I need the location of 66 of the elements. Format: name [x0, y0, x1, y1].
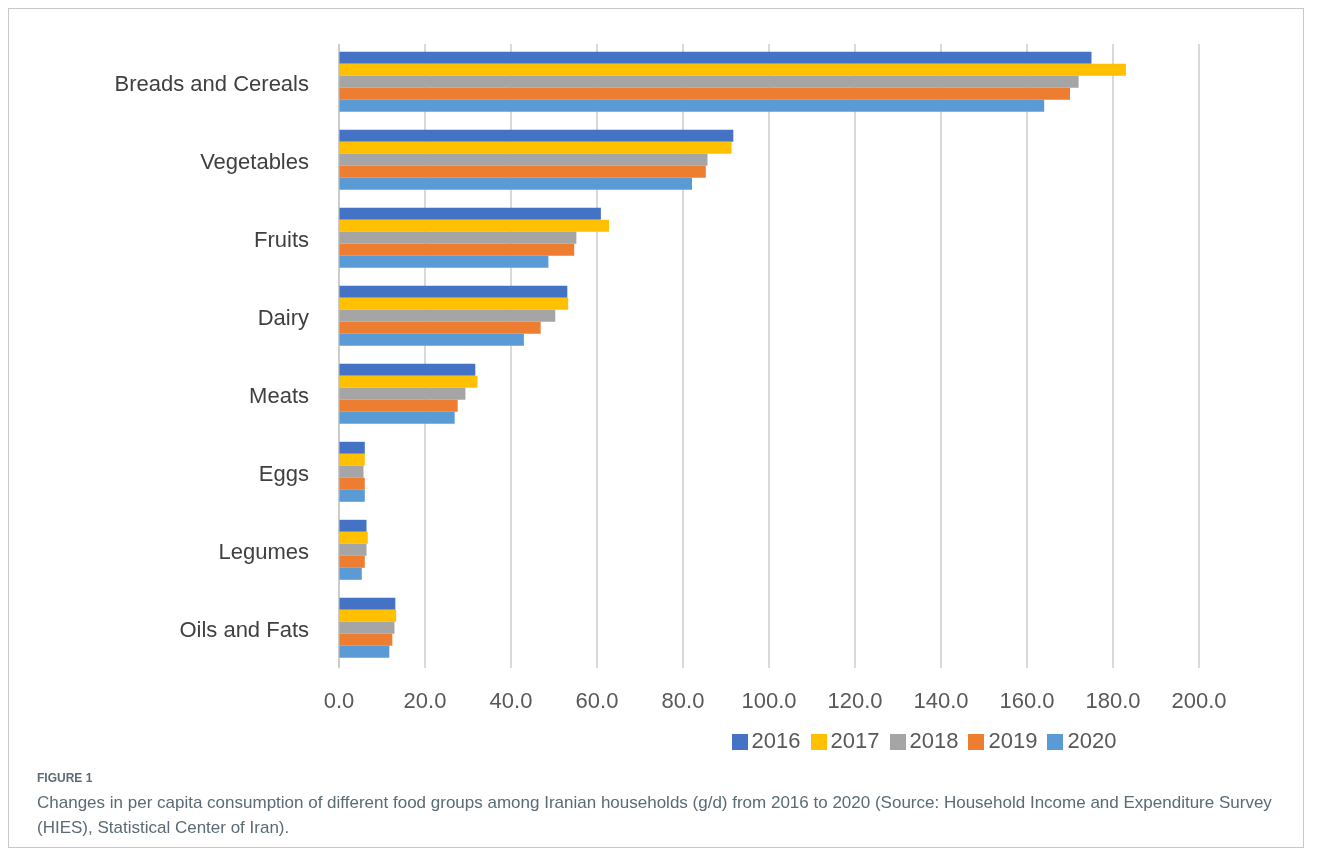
bar [339, 129, 734, 142]
x-tick-label: 20.0 [403, 687, 447, 713]
x-tick-label: 60.0 [575, 687, 619, 713]
bar [339, 375, 478, 388]
bar [339, 165, 706, 178]
bar [339, 243, 575, 256]
bar [339, 309, 556, 322]
text: Changes in per capita consumption of different food groups among Iranian households (g/d) from 2016 to 2020 (Source: Household Income and Expenditure Survey (HIES), Statistical Center of Iran). [37, 792, 1273, 839]
bar [339, 465, 364, 478]
bar [339, 621, 395, 634]
x-tick-label: 0.0 [323, 687, 355, 713]
bar [339, 489, 365, 502]
y-tick-label: Vegetables [200, 148, 309, 174]
legend-label: 2017 [830, 728, 880, 753]
bar [339, 255, 549, 268]
bar [339, 141, 732, 154]
bar [339, 597, 396, 610]
x-tick-label: 120.0 [827, 687, 883, 713]
bar [339, 387, 466, 400]
bar [339, 177, 693, 190]
bar [339, 609, 397, 622]
legend-label: 2016 [751, 728, 801, 753]
bar [339, 555, 365, 568]
y-tick-label: Dairy [257, 304, 309, 330]
bar [339, 153, 708, 166]
bar [339, 645, 390, 658]
x-tick-label: 100.0 [741, 687, 797, 713]
bar [339, 285, 568, 298]
bar [339, 411, 455, 424]
y-tick-label: Oils and Fats [179, 616, 309, 642]
bar [339, 543, 367, 556]
bar [339, 531, 368, 544]
bar [339, 219, 610, 232]
legend-label: 2018 [909, 728, 959, 753]
bar [339, 87, 1070, 100]
bar [339, 363, 476, 376]
y-tick-label: Breads and Cereals [114, 70, 309, 96]
x-tick-label: 80.0 [661, 687, 705, 713]
bar [339, 99, 1045, 112]
x-tick-label: 140.0 [913, 687, 969, 713]
bar [339, 321, 541, 334]
bar [339, 633, 393, 646]
legend-label: 2020 [1067, 728, 1117, 753]
bar [339, 567, 362, 580]
bar [339, 297, 569, 310]
bar [339, 477, 365, 490]
x-tick-label: 200.0 [1171, 687, 1227, 713]
bar [339, 75, 1079, 88]
x-tick-label: 40.0 [489, 687, 533, 713]
y-tick-label: Fruits [254, 226, 309, 252]
bar [339, 333, 524, 346]
x-tick-label: 160.0 [999, 687, 1055, 713]
bar [339, 519, 367, 532]
caption: FIGURE 1 [37, 771, 94, 785]
bar [339, 231, 577, 244]
bar [339, 51, 1092, 64]
x-tick-label: 180.0 [1085, 687, 1141, 713]
legend-label: 2019 [988, 728, 1038, 753]
bar [339, 207, 601, 220]
y-tick-label: Meats [249, 382, 309, 408]
bar [339, 441, 365, 454]
bar [339, 453, 365, 466]
bar [339, 399, 458, 412]
y-tick-label: Eggs [258, 460, 309, 486]
y-tick-label: Legumes [218, 538, 309, 564]
bar [339, 63, 1126, 76]
